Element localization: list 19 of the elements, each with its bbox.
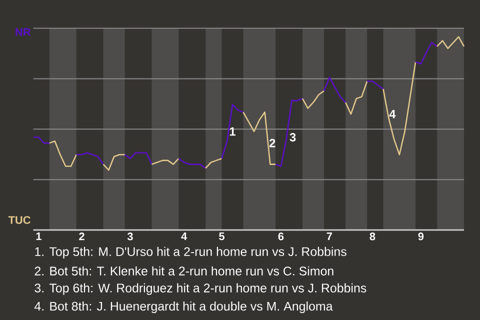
x-tick-label: 7 bbox=[326, 232, 332, 240]
text: NR bbox=[16, 28, 31, 36]
annotation: 4 bbox=[389, 110, 396, 118]
x-tick-label: 2 bbox=[79, 232, 84, 240]
x-tick-label: 3 bbox=[127, 232, 133, 240]
x-tick-label: 9 bbox=[418, 232, 424, 240]
x-tick-label: 8 bbox=[370, 232, 376, 240]
text: 4. Bot 8th: J. Huenergardt hit a double vs M. Angloma bbox=[34, 301, 333, 314]
annotation: 1 bbox=[230, 127, 236, 136]
x-tick-label: 4 bbox=[181, 232, 188, 240]
text: 1. Top 5th: M. D'Urso hit a 2-run home run vs J. Robbins bbox=[35, 246, 346, 258]
text: TUC bbox=[8, 216, 30, 224]
x-tick-label: 6 bbox=[278, 232, 284, 240]
annotation: 3 bbox=[290, 133, 296, 142]
x-tick-label: 5 bbox=[219, 232, 224, 240]
text: 2. Bot 5th: T. Klenke hit a 2-run home run vs C. Simon bbox=[34, 266, 334, 276]
text: 3. Top 6th: W. Rodriguez hit a 2-run home run vs J. Robbins bbox=[34, 283, 366, 295]
x-tick-label: 1 bbox=[36, 232, 42, 240]
annotation: 2 bbox=[269, 138, 276, 148]
